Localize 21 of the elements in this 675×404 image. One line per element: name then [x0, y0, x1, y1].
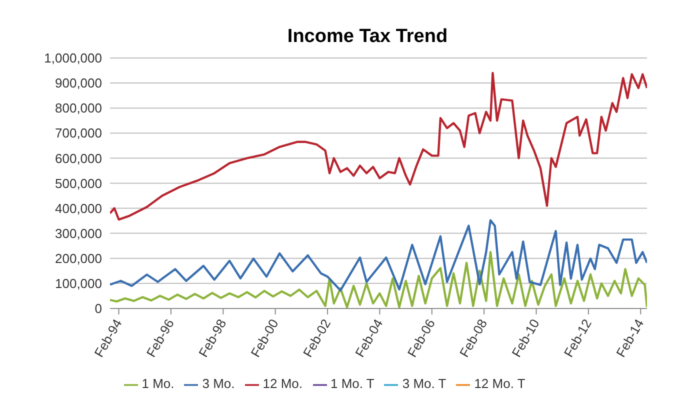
y-tick-label: 300,000	[55, 226, 102, 241]
line-series	[110, 219, 647, 292]
legend-label: 1 Mo. T	[330, 376, 374, 392]
legend-label: 12 Mo. T	[474, 376, 526, 392]
y-tick-label: 0	[94, 301, 102, 316]
y-tick-label: 400,000	[55, 200, 102, 216]
legend-label: 3 Mo.	[202, 376, 235, 392]
line-series	[110, 250, 647, 308]
y-tick-label: 500,000	[55, 176, 102, 191]
y-tick-label: 200,000	[55, 250, 102, 266]
y-tick-label: 100,000	[55, 276, 102, 292]
y-tick-label: 600,000	[55, 150, 102, 166]
chart-title: Income Tax Trend	[286, 25, 449, 49]
line-series	[110, 72, 647, 221]
y-tick-label: 700,000	[55, 126, 102, 141]
legend-label: 3 Mo. T	[402, 376, 446, 392]
y-tick-label: 900,000	[55, 76, 102, 91]
legend-label: 1 Mo.	[142, 376, 174, 392]
legend-label: 12 Mo.	[262, 376, 303, 392]
y-tick-label: 800,000	[55, 100, 102, 116]
y-tick-label: 1,000,000	[44, 50, 102, 66]
